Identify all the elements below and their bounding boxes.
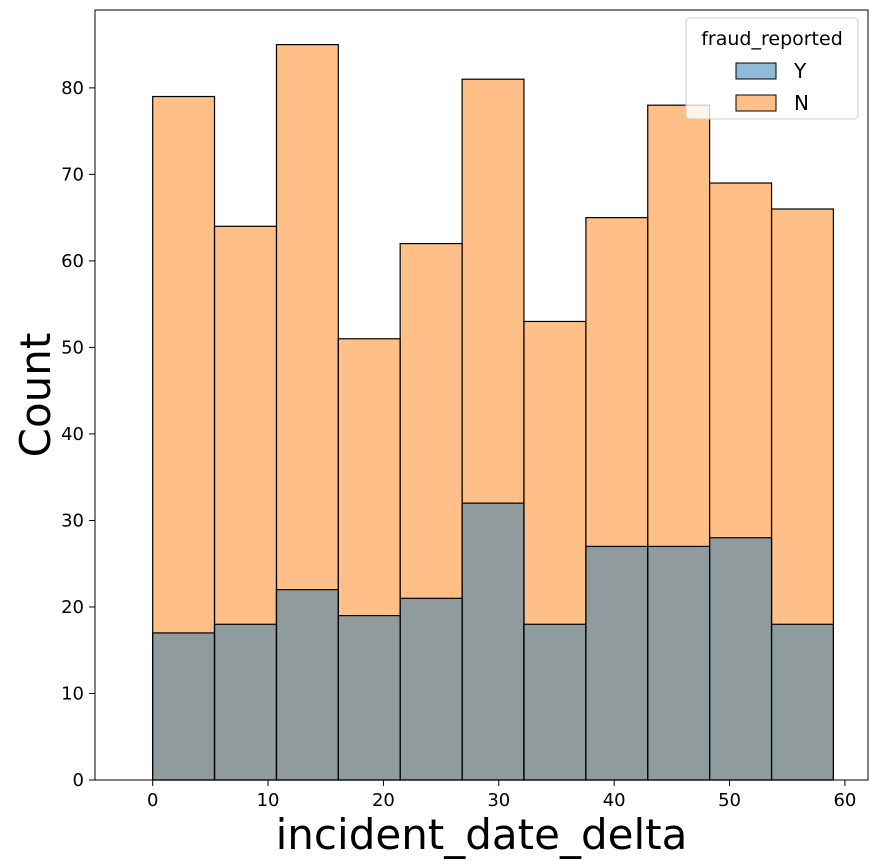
y-axis-title: Count (11, 333, 60, 458)
bar-y-5 (461, 502, 525, 781)
x-axis: 0 10 20 30 40 50 60 (147, 780, 856, 811)
x-tick-label: 50 (718, 790, 741, 811)
x-tick-label: 30 (487, 790, 510, 811)
y-tick-label: 30 (61, 510, 84, 531)
y-tick-label: 70 (61, 164, 84, 185)
legend-swatch-n (735, 94, 777, 112)
x-tick-label: 20 (372, 790, 395, 811)
bar-y-8 (647, 545, 711, 781)
x-tick-label: 0 (147, 790, 158, 811)
bar-y-1 (213, 623, 278, 781)
x-tick-label: 60 (833, 790, 856, 811)
series-y-bars (152, 502, 834, 781)
bar-y-3 (337, 615, 401, 781)
legend-title: fraud_reported (701, 28, 843, 50)
x-axis-title: incident_date_delta (276, 810, 688, 859)
bar-y-10 (770, 623, 834, 781)
y-tick-label: 80 (61, 78, 84, 99)
x-tick-label: 40 (603, 790, 626, 811)
y-tick-label: 0 (73, 770, 84, 791)
legend-swatch-y (735, 62, 777, 80)
bar-y-2 (275, 589, 339, 781)
y-tick-label: 40 (61, 424, 84, 445)
bar-y-0 (152, 632, 216, 781)
legend-label-y: Y (793, 59, 807, 83)
legend-label-n: N (794, 91, 809, 115)
plot-frame (94, 9, 869, 781)
bar-y-4 (399, 597, 463, 781)
bar-y-6 (523, 623, 587, 781)
y-tick-label: 50 (61, 337, 84, 358)
y-tick-label: 10 (61, 683, 84, 704)
x-tick-label: 10 (257, 790, 280, 811)
bar-y-9 (708, 537, 773, 781)
bar-y-7 (585, 545, 649, 781)
y-axis: 0 10 20 30 40 50 60 70 80 (61, 78, 95, 791)
legend: fraud_reported YN (685, 17, 859, 120)
y-tick-label: 60 (61, 251, 84, 272)
y-tick-label: 20 (61, 597, 84, 618)
